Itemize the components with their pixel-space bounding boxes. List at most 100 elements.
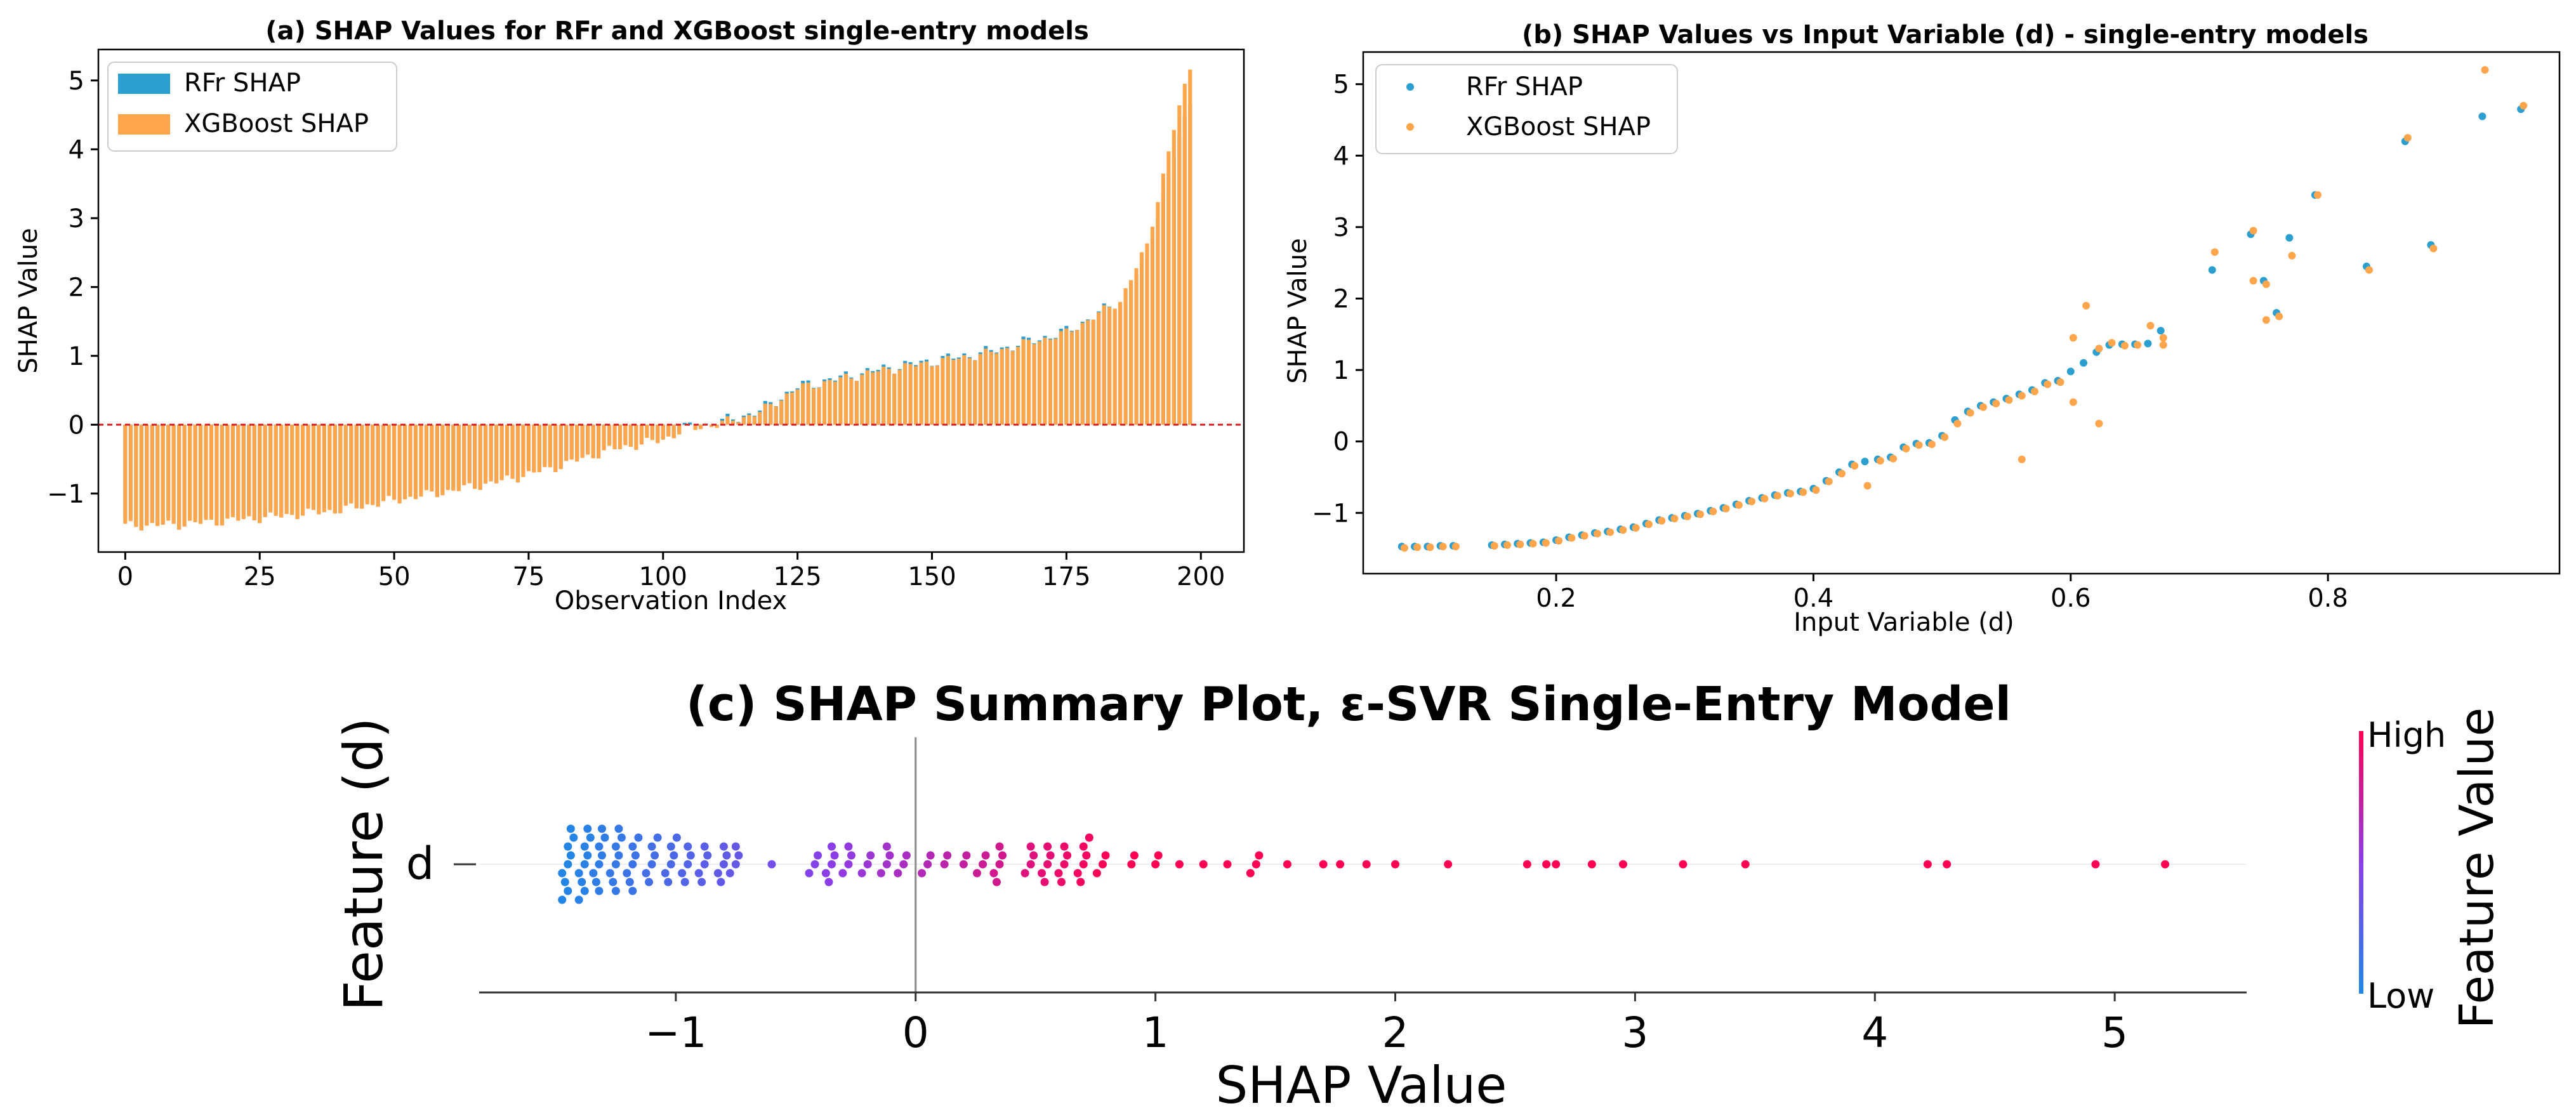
chart-c-point [717,878,725,886]
chart-b-point-xgboost [2429,244,2438,253]
chart-a-bar-xgboost [521,425,525,477]
chart-a-ylabel: SHAP Value [14,228,43,374]
chart-c-point [722,851,731,860]
chart-b-point-xgboost [2120,341,2129,350]
chart-c-colorbar-gradient [2359,731,2363,994]
chart-a-bar-xgboost [973,360,977,425]
chart-b-point-xgboost [1915,441,1923,449]
chart-a-bar-xgboost [177,425,182,530]
chart-c-point [962,851,971,860]
chart-b-point-xgboost [1426,543,1434,551]
chart-c-point [1057,878,1066,886]
chart-a-bar-xgboost [758,412,762,425]
chart-c-xtick-label: 5 [2101,1008,2128,1057]
chart-a-bar-xgboost [456,425,461,491]
chart-a-bar-xgboost [435,425,439,497]
chart-c-point [827,860,836,869]
chart-a-legend-swatch-rfr [118,74,170,94]
chart-c-point [1101,851,1110,860]
chart-a-bar-xgboost [693,425,697,430]
chart-c-point [1127,860,1136,869]
chart-c-point [1092,869,1101,878]
chart-c-point [844,842,853,851]
chart-c-point [827,842,836,851]
chart-a-xtick-label: 0 [117,562,133,591]
chart-a-bar-xgboost [473,425,477,489]
chart-a-bar-xgboost [1021,339,1026,425]
chart-a-bar-xgboost [1150,227,1154,425]
chart-c-point [597,851,606,860]
chart-a-bar-rfr [682,423,687,425]
chart-b-point-xgboost [1889,454,1898,463]
chart-a-bar-xgboost [779,400,784,425]
chart-a-bar-xgboost [1113,308,1117,425]
chart-a-bar-xgboost [128,425,133,522]
chart-c-point [1246,869,1255,878]
chart-c-point [628,886,637,895]
chart-a-bar-xgboost [812,388,816,425]
chart-a-bar-xgboost [209,425,214,520]
chart-c-point [666,860,675,869]
chart-b-point-xgboost [1838,470,1846,478]
chart-c-point [814,851,822,860]
chart-b-point-xgboost [1670,515,1679,523]
chart-c-point [1587,860,1596,869]
chart-c-point [1362,860,1371,869]
chart-c-point [653,833,662,842]
chart-c-point [995,860,1004,869]
chart-c-point [1130,851,1139,860]
chart-a-ytick-label: 0 [69,411,84,440]
chart-a-bar-xgboost [666,425,671,437]
chart-c-title: (c) SHAP Summary Plot, ε-SVR Single-Entr… [686,677,2011,732]
panel-c: (c) SHAP Summary Plot, ε-SVR Single-Entr… [333,677,2504,1115]
chart-a-bar-xgboost [1188,69,1192,425]
chart-a-bar-xgboost [204,425,208,520]
chart-b-point-xgboost [1748,497,1756,506]
chart-a-bar-xgboost [935,366,940,425]
chart-a-legend: RFr SHAP XGBoost SHAP [107,62,397,152]
chart-c-point [992,878,1001,886]
chart-c-point [918,869,927,878]
chart-c-point [700,860,709,869]
chart-a-bar-xgboost [424,425,428,491]
chart-c-point [569,833,578,842]
chart-a-bar-xgboost [188,425,192,521]
chart-a-bar-xgboost [1016,346,1020,425]
chart-b-point-xgboost [2005,396,2013,404]
chart-b-point-xgboost [2031,387,2039,395]
chart-a-bar-xgboost [817,387,821,425]
chart-a-bar-xgboost [924,361,929,425]
chart-c-point [1020,869,1029,878]
chart-b-point-xgboost [1400,544,1408,552]
chart-a-bar-xgboost [1043,337,1047,425]
chart-a-bar-xgboost [376,425,380,507]
chart-c-point [580,842,589,851]
chart-a-bar-xgboost [699,425,703,430]
chart-b-point-xgboost [1683,512,1691,520]
chart-a-legend-box [107,62,397,152]
chart-b-point-xgboost [1555,537,1563,545]
chart-b-point-xgboost [1439,543,1447,551]
chart-a-yticks: −1 0 1 2 3 4 5 [47,67,98,509]
chart-c-point [574,869,583,878]
chart-a-bar-xgboost [741,417,746,425]
chart-c-point [981,851,990,860]
chart-c-point [821,869,830,878]
chart-a-bar-xgboost [558,425,563,470]
chart-a-bar-xgboost [123,425,128,524]
chart-b-ytick-label: 4 [1333,142,1349,171]
chart-a-bar-xgboost [623,425,628,445]
chart-c-point [583,851,592,860]
chart-a-bar-xgboost [155,425,160,526]
chart-a-bar-xgboost [784,393,789,425]
chart-c-point [1255,851,1264,860]
chart-a-bar-xgboost [946,355,950,425]
chart-a-bar-xgboost [725,416,730,425]
chart-c-point [694,869,703,878]
chart-c-point [578,878,586,886]
chart-c-colorbar-label: Feature Value [2450,708,2504,1029]
chart-a-bar-xgboost [628,425,633,447]
chart-c-point [591,878,600,886]
chart-a-bar-xgboost [715,425,719,428]
chart-a-bar-xgboost [1037,341,1042,425]
